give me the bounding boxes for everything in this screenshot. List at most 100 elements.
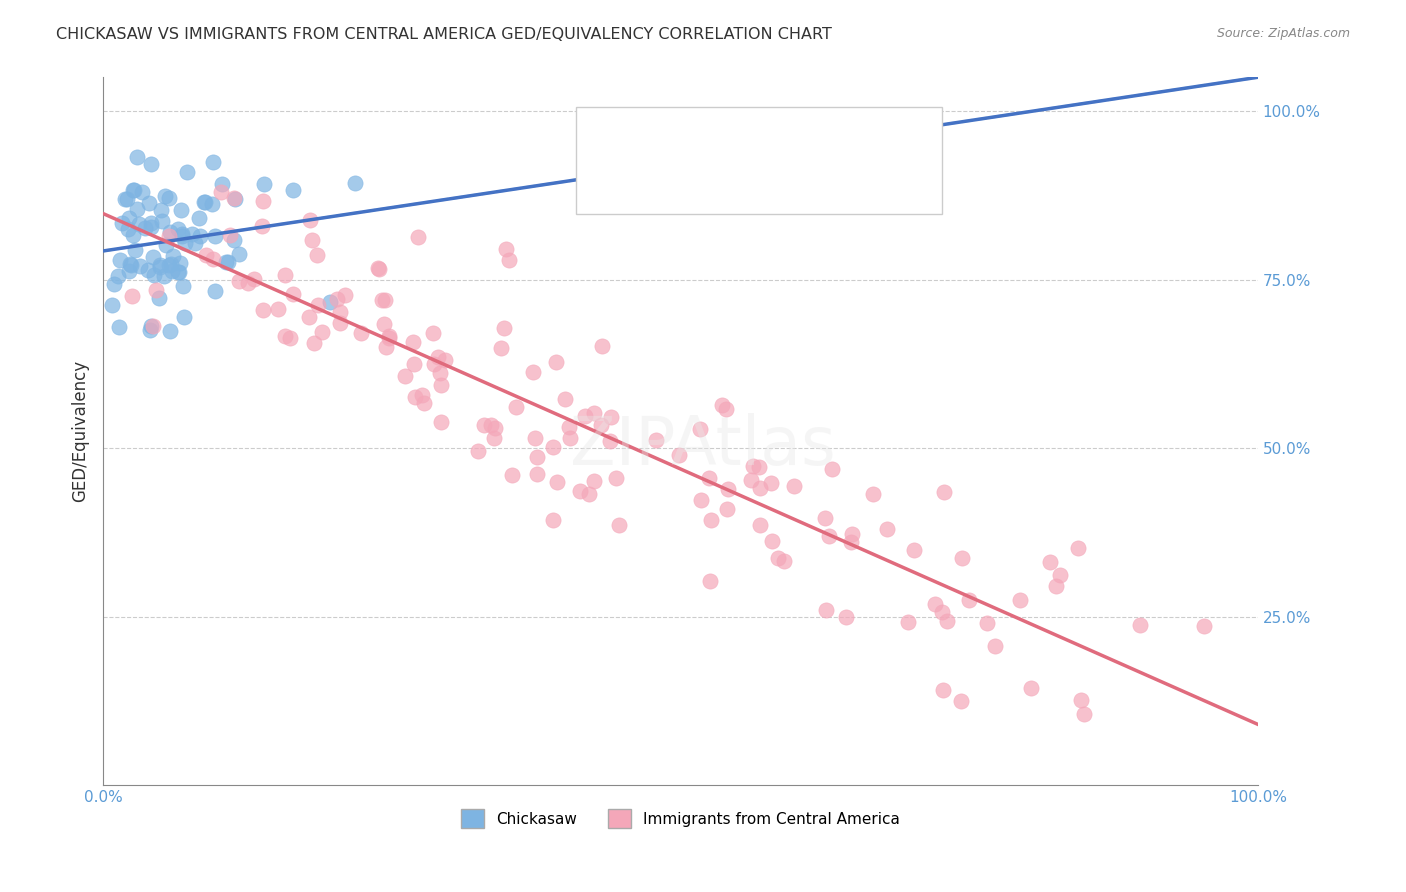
Point <box>897 615 920 629</box>
Point <box>489 342 512 356</box>
Point <box>141 220 163 235</box>
Point <box>142 251 165 265</box>
Point <box>814 511 837 525</box>
Point <box>201 197 224 211</box>
Text: 78: 78 <box>853 132 876 150</box>
Point <box>600 409 623 424</box>
Point <box>193 195 215 210</box>
Point <box>936 614 959 628</box>
Point <box>984 640 1007 654</box>
Point <box>814 603 837 617</box>
Point <box>526 450 548 465</box>
Point <box>224 233 246 247</box>
Point <box>283 286 305 301</box>
Point <box>644 433 666 447</box>
Point <box>114 192 136 206</box>
Point <box>228 247 250 261</box>
Point <box>505 400 527 414</box>
Point <box>749 517 772 532</box>
Point <box>370 293 392 307</box>
Point <box>118 257 141 271</box>
Point <box>181 227 204 242</box>
Point <box>479 417 502 432</box>
Point <box>228 275 250 289</box>
Point <box>125 150 148 164</box>
Point <box>699 470 721 484</box>
Point <box>253 177 276 191</box>
Legend: Chickasaw, Immigrants from Central America: Chickasaw, Immigrants from Central Ameri… <box>456 803 905 834</box>
Point <box>430 378 453 392</box>
Point <box>932 682 955 697</box>
Point <box>108 320 131 334</box>
Point <box>934 484 956 499</box>
Text: CHICKASAW VS IMMIGRANTS FROM CENTRAL AMERICA GED/EQUIVALENCY CORRELATION CHART: CHICKASAW VS IMMIGRANTS FROM CENTRAL AME… <box>56 27 832 42</box>
Point <box>422 326 444 340</box>
Point <box>138 196 160 211</box>
Point <box>153 269 176 284</box>
Point <box>172 278 194 293</box>
Point <box>367 260 389 275</box>
Point <box>160 257 183 271</box>
Point <box>100 297 122 311</box>
Text: Source: ZipAtlas.com: Source: ZipAtlas.com <box>1216 27 1350 40</box>
Point <box>876 522 898 536</box>
Point <box>121 227 143 242</box>
Point <box>783 479 806 493</box>
Point <box>568 483 591 498</box>
FancyBboxPatch shape <box>605 164 647 194</box>
Point <box>768 550 790 565</box>
Point <box>160 264 183 278</box>
Point <box>128 259 150 273</box>
Point <box>267 302 290 317</box>
Point <box>326 292 349 306</box>
Point <box>311 326 333 340</box>
Point <box>252 302 274 317</box>
Point <box>950 551 973 566</box>
Point <box>467 443 489 458</box>
Point <box>195 248 218 262</box>
Point <box>211 178 233 192</box>
Point <box>117 221 139 235</box>
Point <box>976 615 998 630</box>
Text: 139: 139 <box>853 170 887 188</box>
Point <box>591 339 613 353</box>
Point <box>121 183 143 197</box>
Point <box>159 324 181 338</box>
Point <box>169 256 191 270</box>
Point <box>1049 567 1071 582</box>
Point <box>103 277 125 291</box>
Point <box>378 328 401 343</box>
Point <box>118 264 141 278</box>
Point <box>546 475 568 489</box>
Point <box>472 418 495 433</box>
Point <box>153 188 176 202</box>
Point <box>1070 693 1092 707</box>
Text: R =: R = <box>655 170 686 188</box>
Point <box>128 217 150 231</box>
Point <box>162 249 184 263</box>
Point <box>149 260 172 275</box>
Point <box>307 298 329 312</box>
Text: R =: R = <box>655 132 686 150</box>
Point <box>411 388 433 402</box>
Point <box>124 243 146 257</box>
Point <box>924 597 946 611</box>
Text: N =: N = <box>792 132 823 150</box>
Point <box>159 225 181 239</box>
Point <box>139 216 162 230</box>
Point <box>333 287 356 301</box>
Point <box>903 543 925 558</box>
Point <box>139 319 162 334</box>
Point <box>716 401 738 416</box>
Point <box>495 242 517 256</box>
Point <box>1039 555 1062 569</box>
Point <box>949 694 972 708</box>
Point <box>482 431 505 445</box>
Text: -0.750: -0.750 <box>717 170 776 188</box>
Point <box>170 203 193 218</box>
Point <box>413 395 436 409</box>
Point <box>167 265 190 279</box>
Point <box>484 420 506 434</box>
Point <box>167 265 190 279</box>
Point <box>124 183 146 197</box>
